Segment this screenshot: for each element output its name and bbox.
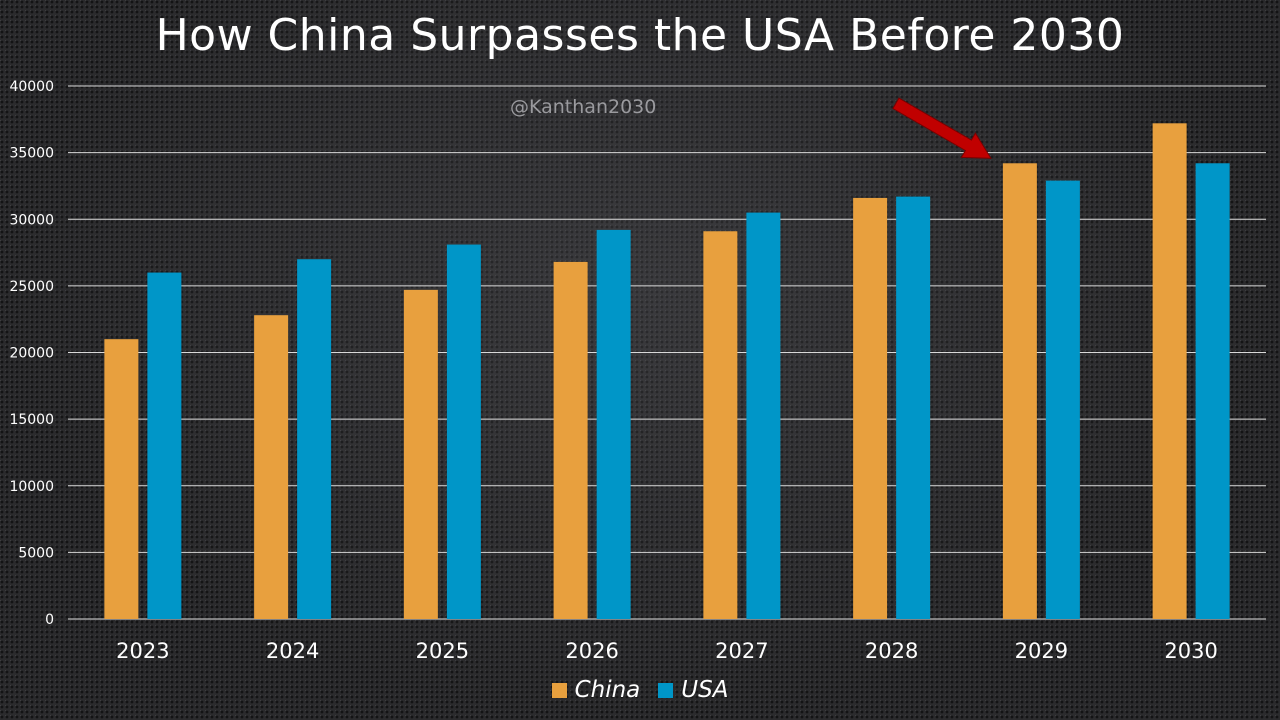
x-tick-label: 2029 — [1015, 639, 1068, 663]
legend-label-china: China — [575, 677, 641, 703]
x-tick-label: 2023 — [116, 639, 169, 663]
bar-china-2024 — [254, 315, 288, 619]
red-arrow-annotation — [893, 98, 991, 158]
bar-usa-2023 — [147, 273, 181, 619]
y-tick-label: 25000 — [9, 279, 54, 295]
y-tick-label: 20000 — [9, 346, 54, 362]
bar-chart: 0 5000 10000 15000 20000 25000 30000 35000 40000… — [0, 0, 1280, 720]
bar-china-2026 — [554, 262, 588, 619]
y-tick-label: 40000 — [9, 79, 54, 95]
x-tick-label: 2025 — [416, 639, 469, 663]
legend-swatch-usa — [658, 683, 673, 698]
bar-china-2025 — [404, 290, 438, 619]
bar-china-2030 — [1153, 123, 1187, 619]
legend-item-usa: USA — [658, 677, 728, 703]
bar-usa-2025 — [447, 245, 481, 619]
x-tick-label: 2024 — [266, 639, 319, 663]
bar-china-2028 — [853, 198, 887, 619]
bar-usa-2027 — [746, 213, 780, 619]
y-tick-label: 15000 — [9, 412, 54, 428]
bar-usa-2029 — [1046, 181, 1080, 619]
x-tick-label: 2027 — [715, 639, 768, 663]
legend: China USA — [0, 677, 1280, 703]
y-tick-label: 0 — [45, 612, 54, 628]
bar-usa-2028 — [896, 197, 930, 619]
x-tick-label: 2028 — [865, 639, 918, 663]
legend-label-usa: USA — [681, 677, 728, 703]
y-tick-label: 30000 — [9, 212, 54, 228]
bar-china-2023 — [104, 339, 138, 619]
y-tick-label: 5000 — [18, 545, 54, 561]
bar-usa-2024 — [297, 259, 331, 619]
bar-usa-2026 — [597, 230, 631, 619]
legend-item-china: China — [552, 677, 641, 703]
x-tick-label: 2026 — [565, 639, 618, 663]
bar-usa-2030 — [1196, 163, 1230, 619]
x-tick-label: 2030 — [1164, 639, 1217, 663]
bar-china-2029 — [1003, 163, 1037, 619]
y-tick-label: 35000 — [9, 146, 54, 162]
bar-china-2027 — [703, 231, 737, 619]
y-tick-label: 10000 — [9, 479, 54, 495]
legend-swatch-china — [552, 683, 567, 698]
